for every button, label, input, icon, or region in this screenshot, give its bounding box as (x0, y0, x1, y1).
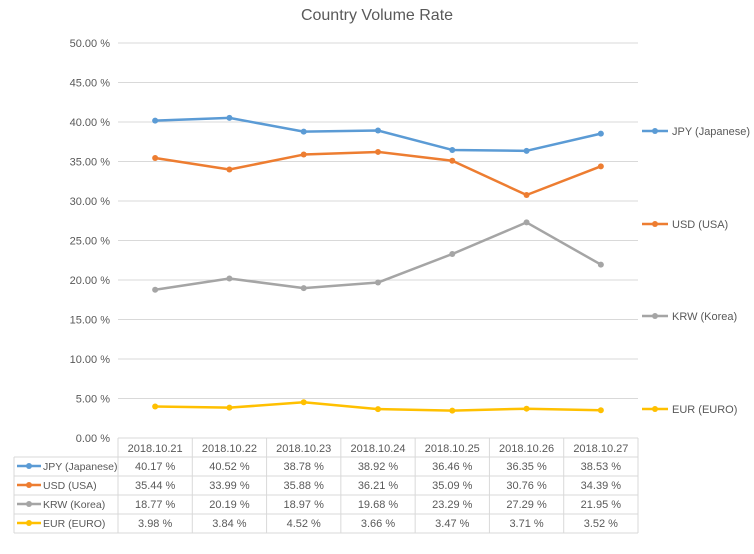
x-category-label: 2018.10.26 (499, 443, 554, 455)
data-point (300, 128, 307, 135)
y-tick-label: 45.00 % (70, 78, 111, 90)
data-point (226, 166, 233, 173)
table-cell-value: 36.35 % (506, 461, 547, 473)
table-cell-value: 35.88 % (284, 480, 325, 492)
table-cell-value: 3.52 % (584, 518, 618, 530)
table-legend-marker (26, 463, 32, 469)
data-point (300, 151, 307, 158)
table-row-label: EUR (EURO) (43, 518, 105, 530)
data-point (152, 403, 159, 410)
legend-marker (652, 221, 658, 227)
table-cell-value: 3.98 % (138, 518, 172, 530)
table-cell-value: 38.78 % (284, 461, 325, 473)
x-category-label: 2018.10.25 (425, 443, 480, 455)
data-point (375, 406, 381, 413)
table-cell-value: 36.21 % (358, 480, 399, 492)
data-point (226, 275, 233, 282)
table-cell-value: 40.17 % (135, 461, 176, 473)
table-cell-value: 3.84 % (212, 518, 246, 530)
table-cell-value: 20.19 % (209, 499, 250, 511)
table-cell-value: 35.09 % (432, 480, 473, 492)
table-legend-marker (26, 520, 32, 526)
table-cell-value: 23.29 % (432, 499, 473, 511)
y-tick-label: 5.00 % (76, 394, 110, 406)
table-legend-marker (26, 501, 32, 507)
x-category-label: 2018.10.22 (202, 443, 257, 455)
x-category-label: 2018.10.21 (128, 443, 183, 455)
data-point (597, 130, 604, 137)
table-cell-value: 40.52 % (209, 461, 250, 473)
legend-marker (652, 406, 658, 412)
data-point (597, 163, 604, 170)
data-point (226, 114, 233, 121)
y-tick-label: 25.00 % (70, 236, 111, 248)
data-point (300, 399, 307, 406)
table-cell-value: 3.71 % (509, 518, 543, 530)
data-point (449, 407, 456, 414)
data-point (375, 127, 381, 134)
data-point (375, 148, 381, 155)
table-cell-value: 35.44 % (135, 480, 176, 492)
table-cell-value: 18.97 % (284, 499, 325, 511)
table-cell-value: 27.29 % (506, 499, 547, 511)
legend-label: KRW (Korea) (672, 311, 737, 323)
y-tick-label: 15.00 % (70, 315, 111, 327)
data-point (523, 405, 530, 412)
y-tick-label: 10.00 % (70, 354, 111, 366)
table-cell-value: 19.68 % (358, 499, 399, 511)
table-cell-value: 30.76 % (506, 480, 547, 492)
data-point (152, 155, 159, 162)
table-cell-value: 38.53 % (581, 461, 622, 473)
legend-marker (652, 313, 658, 319)
table-cell-value: 38.92 % (358, 461, 399, 473)
data-point (375, 279, 381, 286)
table-cell-value: 21.95 % (581, 499, 622, 511)
y-tick-label: 20.00 % (70, 275, 111, 287)
table-row-label: USD (USA) (43, 480, 97, 492)
series-line-0 (155, 116, 602, 153)
table-cell-value: 3.47 % (435, 518, 469, 530)
data-point (597, 407, 604, 414)
series-line-1 (154, 150, 602, 197)
y-tick-label: 30.00 % (70, 196, 111, 208)
legend-label: JPY (Japanese) (672, 126, 750, 138)
x-category-label: 2018.10.24 (350, 443, 405, 455)
table-cell-value: 4.52 % (287, 518, 321, 530)
legend-label: EUR (EURO) (672, 404, 737, 416)
data-point (597, 261, 604, 268)
data-point (449, 146, 456, 153)
x-category-label: 2018.10.27 (573, 443, 628, 455)
data-point (523, 147, 530, 154)
table-legend-marker (26, 482, 32, 488)
table-cell-value: 18.77 % (135, 499, 176, 511)
data-point (523, 191, 530, 198)
chart-title: Country Volume Rate (301, 7, 453, 24)
table-row-label: KRW (Korea) (43, 499, 105, 511)
x-category-label: 2018.10.23 (276, 443, 331, 455)
data-point (523, 219, 530, 226)
data-point (449, 251, 456, 258)
y-tick-label: 35.00 % (70, 157, 111, 169)
table-cell-value: 3.66 % (361, 518, 395, 530)
table-cell-value: 34.39 % (581, 480, 622, 492)
legend-label: USD (USA) (672, 219, 728, 231)
data-point (449, 157, 456, 164)
table-row-label: JPY (Japanese) (43, 461, 118, 473)
y-tick-label: 40.00 % (70, 117, 111, 129)
y-tick-label: 50.00 % (70, 38, 111, 50)
data-point (152, 117, 159, 124)
data-point (226, 404, 233, 411)
table-cell-value: 36.46 % (432, 461, 473, 473)
table-cell-value: 33.99 % (209, 480, 250, 492)
legend-marker (652, 128, 658, 134)
data-point (152, 286, 159, 293)
y-tick-label: 0.00 % (76, 433, 110, 445)
data-point (300, 285, 307, 292)
